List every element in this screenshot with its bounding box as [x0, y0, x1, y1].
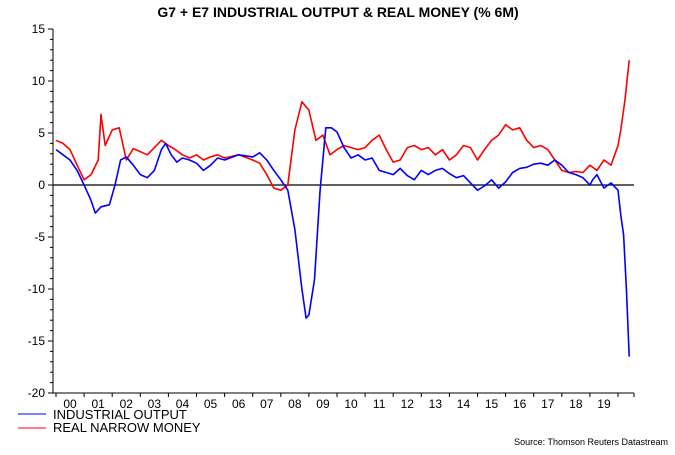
x-tick-label: 01: [91, 397, 105, 411]
x-axis: 00 01 02 03 04 05 06 07 08 09 10 11 12 13 14 15 16 17 18 19: [53, 392, 635, 411]
x-tick-label: 19: [597, 397, 611, 411]
legend: INDUSTRIAL OUTPUT REAL NARROW MONEY: [18, 407, 201, 435]
series-group: [55, 60, 630, 357]
y-tick-label: 15: [32, 22, 46, 36]
x-tick-label: 18: [569, 397, 583, 411]
x-tick-label: 03: [148, 397, 162, 411]
series-line-industrial-output: [55, 127, 630, 357]
y-tick-label: -5: [34, 230, 45, 244]
x-tick-label: 06: [232, 397, 246, 411]
y-tick-label: 5: [38, 126, 45, 140]
series-line-real-narrow-money: [55, 60, 630, 191]
y-axis: 15 10 5 0 -5 -10 -15 -20: [28, 22, 54, 400]
x-tick-label: 05: [204, 397, 218, 411]
y-tick-label: -20: [28, 386, 46, 400]
y-tick-label: 0: [38, 178, 45, 192]
x-tick-label: 12: [401, 397, 415, 411]
legend-label-real-narrow-money: REAL NARROW MONEY: [53, 420, 201, 435]
x-tick-label: 17: [541, 397, 555, 411]
x-tick-label: 15: [485, 397, 499, 411]
x-tick-label: 02: [120, 397, 134, 411]
x-tick-label: 00: [63, 397, 77, 411]
y-tick-label: -15: [28, 334, 46, 348]
x-tick-label: 16: [513, 397, 527, 411]
x-tick-label: 14: [457, 397, 471, 411]
x-tick-label: 09: [316, 397, 330, 411]
chart-title: G7 + E7 INDUSTRIAL OUTPUT & REAL MONEY (…: [157, 4, 518, 20]
y-tick-label: 10: [32, 74, 46, 88]
x-tick-label: 08: [288, 397, 302, 411]
source-note: Source: Thomson Reuters Datastream: [514, 437, 668, 447]
x-tick-label: 04: [176, 397, 190, 411]
x-tick-label: 07: [260, 397, 274, 411]
y-tick-label: -10: [28, 282, 46, 296]
x-tick-label: 10: [344, 397, 358, 411]
x-tick-label: 13: [429, 397, 443, 411]
legend-label-industrial-output: INDUSTRIAL OUTPUT: [53, 407, 187, 422]
x-tick-label: 11: [373, 397, 386, 411]
